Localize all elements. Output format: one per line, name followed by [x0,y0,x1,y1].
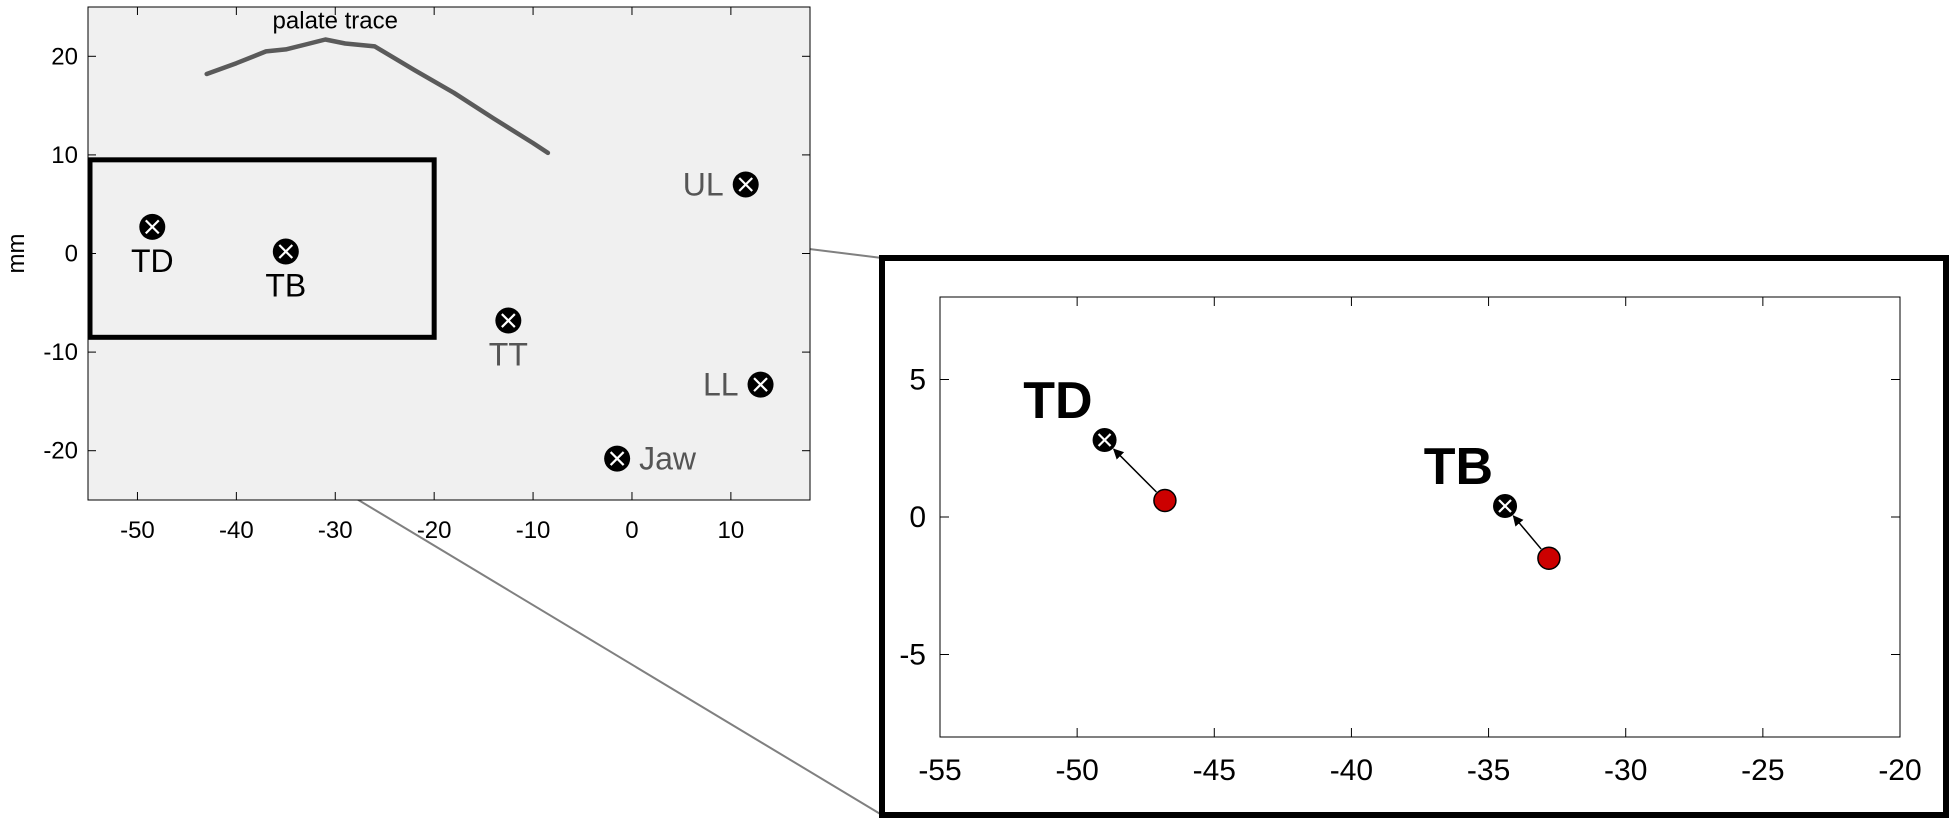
sensor-marker-ul-cross-b [738,177,753,192]
start-point-td [1153,488,1177,513]
inset-y-tick-label: -5 [899,639,926,672]
sensor-points: TD TB TT UL LL Jaw [131,166,774,477]
sensor-label-ul: UL [683,166,724,202]
sensor-marker-td-cross-b [145,219,160,235]
sensor-marker-jaw [604,445,631,472]
sensor-marker-td [139,213,166,240]
sensor-label-td: TD [131,243,174,279]
overview-x-tick-label: -20 [417,517,452,544]
sensor-marker-ll-cross-b [753,377,768,392]
overview-x-tick-label: -30 [318,517,353,544]
inset-x-tick-label: -45 [1193,754,1236,787]
inset-x-tick-label: -35 [1467,754,1510,787]
inset-plot-area [939,296,1901,738]
inset-label-tb: TB [1424,438,1493,496]
sensor-label-tb: TB [265,268,306,304]
zoom-region-box [87,157,437,340]
end-point-tb [1493,494,1518,518]
inset-axes: -55 -50 -45 -40 -35 -30 -25 -20-505 [899,297,1922,787]
sensor-label-ll: LL [703,367,739,403]
start-point-tb [1537,546,1561,570]
end-point-td-cross-b [1097,433,1112,447]
inset-x-tick-label: -55 [918,754,961,787]
inset-movement-vectors: TD TB [1023,372,1561,570]
inset-x-tick-label: -30 [1604,754,1647,787]
inset-x-tick-label: -25 [1741,754,1784,787]
overview-y-tick-label: -20 [43,438,78,465]
overview-y-tick-label: 10 [51,142,78,169]
overview-x-tick-label: -50 [120,517,155,544]
inset-x-tick-label: -50 [1055,754,1098,787]
sensor-label-tt: TT [489,337,528,373]
movement-arrow-tb [1512,515,1542,550]
palate-trace-label: palate trace [273,8,398,35]
palate-trace-line [204,37,551,156]
sensor-label-jaw: Jaw [639,441,697,477]
overview-x-tick-label: 10 [718,517,745,544]
end-point-td [1092,428,1117,452]
sensor-marker-tt-cross-b [501,313,516,328]
overview-y-axis-label: mm [3,234,30,274]
inset-y-tick-label: 5 [909,364,926,397]
end-point-tb-cross-b [1498,499,1512,513]
overview-x-tick-label: -10 [516,517,551,544]
sensor-marker-ul [732,171,759,198]
overview-y-tick-label: -10 [43,339,78,366]
inset-label-td: TD [1023,372,1092,430]
sensor-marker-jaw-cross-b [609,451,625,466]
inset-x-tick-label: -40 [1330,754,1373,787]
overview-x-tick-label: -40 [219,517,254,544]
overview-y-tick-label: 0 [65,241,78,268]
overview-x-tick-label: 0 [625,517,638,544]
overview-axes: -50 -40 -30 -20 -10 0 10 -20 -10 0 10 20 [43,7,810,544]
movement-arrow-td [1113,448,1157,493]
sensor-marker-ll [747,371,774,398]
sensor-marker-tb [272,238,299,265]
sensor-marker-tt [495,307,522,334]
sensor-marker-tb-cross-b [278,244,294,259]
overview-plot-area [87,6,811,501]
overview-y-tick-label: 20 [51,43,78,70]
inset-x-tick-label: -20 [1878,754,1921,787]
inset-y-tick-label: 0 [909,501,926,534]
overview-chart: -50 -40 -30 -20 -10 0 10 -20 -10 0 10 20 mm palate … [3,6,811,544]
